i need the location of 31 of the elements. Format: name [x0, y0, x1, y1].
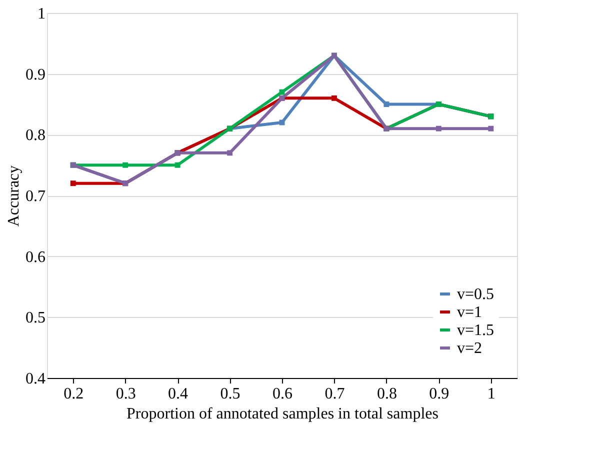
x-axis-title: Proportion of annotated samples in total samples [126, 406, 438, 422]
x-tick-label: 0.9 [429, 386, 450, 402]
x-tick-label: 0.2 [64, 386, 84, 402]
x-tick-label: 0.8 [376, 386, 397, 402]
point [436, 126, 442, 132]
point [331, 95, 337, 101]
legend-label: v=1 [457, 304, 482, 321]
y-axis-title: Accuracy [6, 165, 22, 227]
x-tick-label: 0.5 [220, 386, 240, 402]
y-tick-label: 0.7 [26, 188, 46, 205]
point [122, 162, 128, 168]
x-tick-label: 0.3 [116, 386, 136, 402]
point [279, 89, 285, 95]
point [227, 150, 233, 156]
x-tick-label: 0.4 [168, 386, 188, 402]
y-tick-label: 0.6 [26, 248, 46, 266]
point [384, 102, 390, 107]
legend-label: v=1.5 [457, 322, 494, 339]
x-tick-label: 0.7 [324, 386, 345, 402]
x-tick-label: 1 [487, 386, 496, 402]
legend-label: v=0.5 [457, 286, 494, 303]
legend-label: v=2 [457, 340, 482, 357]
y-tick-label: 0.8 [26, 127, 46, 144]
y-tick-label: 0.5 [26, 310, 46, 327]
point [174, 162, 180, 168]
y-tick-label: 0.4 [26, 370, 46, 388]
y-tick-label: 1 [38, 6, 46, 22]
point [488, 126, 494, 132]
point [70, 180, 76, 186]
y-tick-label: 0.9 [26, 66, 46, 84]
x-tick-label: 0.6 [272, 386, 292, 402]
